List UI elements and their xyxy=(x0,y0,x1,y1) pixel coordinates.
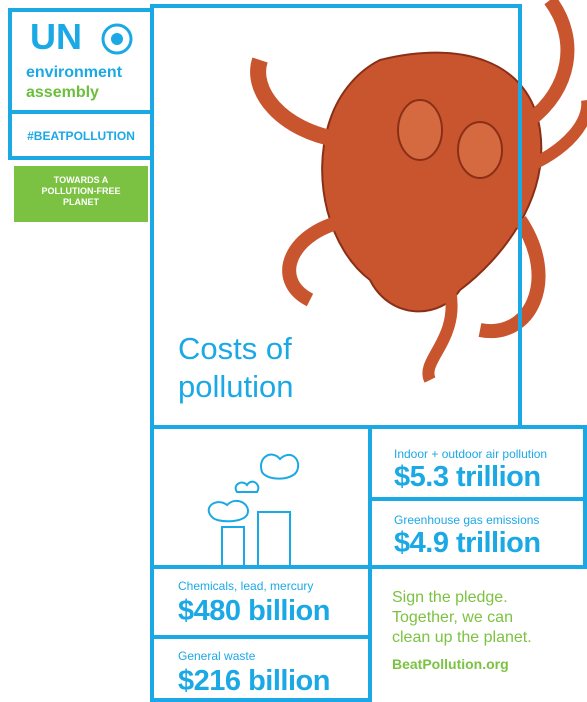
title: Costs of pollution xyxy=(178,330,293,406)
cost-amount: $4.9 trillion xyxy=(394,527,541,560)
pledge-line: Together, we can xyxy=(392,608,532,628)
logo-box: UN environment assembly xyxy=(8,8,154,114)
cost-box: Chemicals, lead, mercury $480 billion xyxy=(150,565,372,639)
hashtag-box: #BEATPOLLUTION xyxy=(8,110,154,160)
cost-box: Greenhouse gas emissions $4.9 trillion xyxy=(368,497,587,569)
logo-line: assembly xyxy=(26,84,99,102)
cta-button[interactable]: TOWARDS A POLLUTION-FREE PLANET xyxy=(14,166,148,222)
pledge: Sign the pledge. Together, we can clean … xyxy=(392,588,532,674)
cost-label: General waste xyxy=(178,649,255,663)
button-line: POLLUTION-FREE xyxy=(14,186,148,197)
page: UN environment assembly #BEATPOLLUTION T… xyxy=(0,0,587,702)
cost-label: Greenhouse gas emissions xyxy=(394,513,539,527)
cost-amount: $480 billion xyxy=(178,595,330,628)
cost-label: Chemicals, lead, mercury xyxy=(178,579,313,593)
chimney-box xyxy=(150,425,372,569)
pledge-line: Sign the pledge. xyxy=(392,588,532,608)
logo-line: environment xyxy=(26,64,122,82)
title-line: pollution xyxy=(178,368,293,406)
title-line: Costs of xyxy=(178,330,293,368)
pledge-line: clean up the planet. xyxy=(392,628,532,648)
chimney-icon xyxy=(202,447,322,567)
cost-amount: $216 billion xyxy=(178,665,330,698)
button-line: PLANET xyxy=(14,197,148,208)
pledge-link[interactable]: BeatPollution.org xyxy=(392,654,532,674)
button-line: TOWARDS A xyxy=(14,175,148,186)
hashtag: #BEATPOLLUTION xyxy=(12,129,150,143)
cost-label: Indoor + outdoor air pollution xyxy=(394,447,547,461)
cost-box: General waste $216 billion xyxy=(150,635,372,702)
un-emblem xyxy=(100,22,134,56)
cost-amount: $5.3 trillion xyxy=(394,461,541,494)
cost-box: Indoor + outdoor air pollution $5.3 tril… xyxy=(368,425,587,501)
hero-box: Costs of pollution xyxy=(150,4,522,429)
logo-abbr: UN xyxy=(30,16,82,58)
